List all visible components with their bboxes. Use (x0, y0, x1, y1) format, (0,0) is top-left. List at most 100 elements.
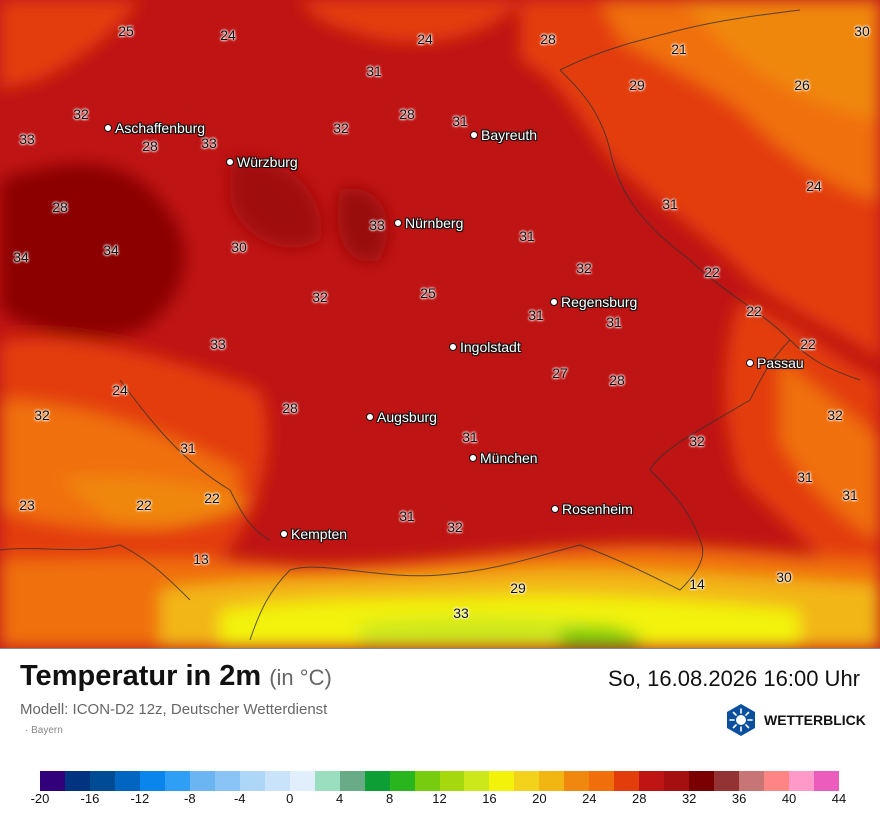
temp-label: 33 (210, 336, 226, 352)
color-scale-swatch (764, 771, 790, 791)
temp-label: 26 (794, 77, 810, 93)
color-scale-tick-label: -4 (233, 791, 246, 806)
color-scale-tick-label: 40 (781, 791, 797, 806)
city-label: Würzburg (237, 154, 298, 170)
logo-text: WETTERBLICK (764, 712, 866, 728)
color-scale-tick-label: 32 (681, 791, 697, 806)
color-scale-tick-label: 36 (731, 791, 747, 806)
temp-label: 13 (193, 551, 209, 567)
color-scale-swatch (189, 771, 215, 791)
color-scale-swatch (489, 771, 515, 791)
color-scale-swatch (214, 771, 240, 791)
color-scale-swatch (40, 771, 65, 791)
temp-label: 31 (462, 429, 478, 445)
temperature-map: 25 24 24 28 21 29 30 31 26 32 28 31 33 3… (0, 0, 880, 649)
temp-label: 27 (552, 365, 568, 381)
forecast-datetime: So, 16.08.2026 16:00 Uhr (608, 666, 860, 691)
city-marker (746, 359, 754, 367)
temp-label: 31 (606, 314, 622, 330)
temp-label: 31 (528, 307, 544, 323)
color-scale-tick-label: -8 (184, 791, 196, 806)
temp-label: 25 (118, 23, 134, 39)
temp-label: 31 (399, 508, 415, 524)
city-ingolstadt: Ingolstadt (449, 339, 521, 355)
city-label: Aschaffenburg (115, 120, 206, 136)
city-label: München (480, 450, 538, 466)
color-scale-tick-label: 44 (831, 791, 847, 806)
model-info: Modell: ICON-D2 12z, Deutscher Wetterdie… (20, 701, 328, 718)
temp-label: 31 (662, 196, 678, 212)
city-marker (551, 505, 559, 513)
color-scale-swatch (739, 771, 765, 791)
color-scale (40, 771, 839, 791)
color-scale-swatch (514, 771, 540, 791)
city-label: Augsburg (377, 409, 437, 425)
color-scale-swatch (539, 771, 565, 791)
color-scale-swatch (364, 771, 390, 791)
city-marker (449, 343, 457, 351)
color-scale-swatch (89, 771, 115, 791)
city-label: Bayreuth (481, 127, 538, 143)
temp-label: 31 (797, 469, 813, 485)
temp-label: 24 (806, 178, 822, 194)
temp-label: 28 (609, 372, 625, 388)
color-scale-swatch (564, 771, 590, 791)
color-scale-tick-label: 28 (632, 791, 647, 806)
color-scale-swatch (64, 771, 90, 791)
color-scale-tick-label: 24 (582, 791, 597, 806)
temp-label: 31 (452, 113, 468, 129)
city-muenchen: München (469, 450, 538, 466)
city-marker (469, 454, 477, 462)
color-scale-tick-label: 8 (385, 791, 394, 806)
wetterblick-logo: WETTERBLICK (724, 703, 866, 737)
temperature-field (0, 0, 880, 648)
temp-label: 29 (629, 77, 645, 93)
color-scale-swatch (139, 771, 165, 791)
color-scale-swatch (314, 771, 340, 791)
city-kempten: Kempten (280, 526, 347, 542)
color-scale-swatch (714, 771, 740, 791)
color-scale-tick-label: 16 (482, 791, 497, 806)
color-scale-swatch (339, 771, 365, 791)
city-marker (280, 530, 288, 538)
color-scale-swatch (239, 771, 265, 791)
temp-label: 33 (453, 605, 469, 621)
temp-label: 31 (180, 440, 196, 456)
color-scale-swatch (289, 771, 315, 791)
city-marker (550, 298, 558, 306)
city-marker (366, 413, 374, 421)
city-label: Regensburg (561, 294, 638, 310)
temp-label: 22 (136, 497, 152, 513)
color-scale-swatch (639, 771, 665, 791)
unit-label: (in °C) (269, 665, 332, 690)
color-scale-swatch (414, 771, 440, 791)
color-scale-swatch (789, 771, 815, 791)
city-passau: Passau (746, 355, 804, 371)
city-bayreuth: Bayreuth (470, 127, 537, 143)
temp-label: 32 (447, 519, 463, 535)
temp-label: 25 (420, 285, 436, 301)
city-label: Kempten (291, 526, 348, 542)
temp-label: 28 (399, 106, 415, 122)
temp-label: 22 (204, 490, 220, 506)
sun-snowflake-hexagon-icon (727, 704, 755, 736)
city-aschaffenburg: Aschaffenburg (104, 120, 205, 136)
color-scale-swatch (664, 771, 690, 791)
city-label: Ingolstadt (460, 339, 521, 355)
temp-label: 31 (842, 487, 858, 503)
temp-label: 31 (519, 228, 535, 244)
color-scale-tick-label: -12 (130, 791, 150, 806)
temp-label: 31 (366, 63, 382, 79)
temp-label: 32 (34, 407, 50, 423)
temp-label: 28 (540, 31, 556, 47)
city-regensburg: Regensburg (550, 294, 637, 310)
color-scale-swatch (614, 771, 640, 791)
city-marker (394, 219, 402, 227)
temp-label: 30 (854, 23, 870, 39)
color-scale-swatch (264, 771, 290, 791)
temp-label: 30 (231, 239, 247, 255)
temp-label: 32 (689, 433, 705, 449)
color-scale-swatch (164, 771, 190, 791)
color-scale-swatch (439, 771, 465, 791)
color-scale-swatch (814, 771, 839, 791)
